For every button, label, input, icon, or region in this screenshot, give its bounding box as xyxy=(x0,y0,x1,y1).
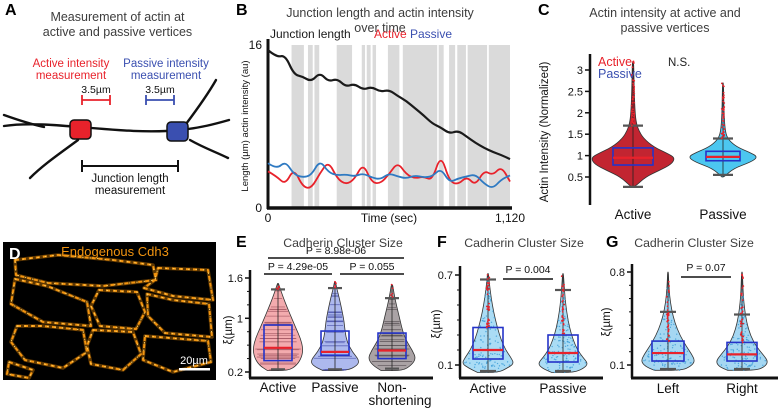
active-measure-line2: measurement xyxy=(35,70,107,83)
category-label: Non-shortening xyxy=(368,380,431,408)
svg-text:1: 1 xyxy=(237,313,243,325)
panel-c-title-line1: Actin intensity at active and xyxy=(589,6,741,20)
p-value-label: P = 4.29e-05 xyxy=(268,261,328,273)
legend-Passive: Passive xyxy=(410,27,452,41)
passive-scale-label: 3.5µm xyxy=(145,84,175,96)
y-axis-label: Actin Intensity (Normalized) xyxy=(539,62,551,203)
micrograph-image: D Endogenous Cdh3 20µm xyxy=(3,242,216,380)
cluster-size-violin-chart-e: 1.6 1 0.2 Active Passive Non-shortening P = 8.… xyxy=(223,245,433,408)
svg-text:0: 0 xyxy=(265,211,272,225)
series-Active xyxy=(267,159,511,189)
legend-Active: Active xyxy=(374,27,407,41)
panel-e-label: E xyxy=(236,234,247,251)
panel-d-label: D xyxy=(9,246,21,263)
svg-text:0: 0 xyxy=(255,201,262,215)
category-label: Passive xyxy=(311,380,358,395)
p-value-label: P = 0.055 xyxy=(349,261,394,273)
category-label: Right xyxy=(726,381,758,396)
panel-d-title: Endogenous Cdh3 xyxy=(61,244,169,259)
panel-f-title: Cadherin Cluster Size xyxy=(464,236,584,250)
junction-timeseries-chart: Junction length Active Passive 16 00 1,120 Tim… xyxy=(240,27,525,225)
active-vertex-marker xyxy=(69,119,92,140)
active-measurement-label: Active intensity measurement xyxy=(24,58,118,82)
svg-text:0.2: 0.2 xyxy=(228,367,243,379)
micrograph-background xyxy=(3,242,216,380)
panel-c-title: Actin intensity at active and passive ve… xyxy=(555,6,775,35)
category-label: Active xyxy=(470,381,507,396)
y-axis-label: Length (µm) actin intensity (au) xyxy=(240,60,251,191)
svg-text:1: 1 xyxy=(577,151,583,163)
svg-text:0.7: 0.7 xyxy=(438,270,453,282)
svg-text:0.1: 0.1 xyxy=(438,360,453,372)
ns-annotation: N.S. xyxy=(668,57,690,69)
p-value-label: P = 0.07 xyxy=(686,262,725,274)
category-label: Passive xyxy=(539,381,586,396)
p-value-label: P = 0.004 xyxy=(505,264,550,276)
panel-a-title: Measurement of actin at active and passi… xyxy=(15,10,220,39)
category-label: Active xyxy=(615,207,652,222)
panel-f-label: F xyxy=(437,234,447,251)
svg-text:1.5: 1.5 xyxy=(568,129,583,141)
y-axis-label: ξ(µm) xyxy=(223,315,235,344)
category-label: Passive xyxy=(699,207,746,222)
panel-a-title-line1: Measurement of actin at xyxy=(50,10,185,24)
passive-measure-line2: measurement xyxy=(130,70,202,83)
passive-measure-line1: Passive intensity xyxy=(123,58,209,70)
panel-a-title-line2: active and passive vertices xyxy=(42,24,193,39)
panel-c-label: C xyxy=(538,2,550,19)
active-measure-line1: Active intensity xyxy=(32,58,110,70)
x-axis-label: Time (sec) xyxy=(361,211,417,225)
panel-g-label: G xyxy=(606,234,619,251)
cluster-size-violin-chart-g: 0.8 0.1 Left Right P = 0.07 ξ(µm) xyxy=(601,262,778,396)
svg-text:0.1: 0.1 xyxy=(610,360,625,372)
series-Junction length xyxy=(267,49,511,161)
svg-text:1,120: 1,120 xyxy=(495,211,525,225)
p-value-label: P = 8.98e-06 xyxy=(306,245,366,257)
scale-bar-label: 20µm xyxy=(180,355,208,367)
svg-text:3: 3 xyxy=(577,65,583,77)
junction-length-label: Junction length measurement xyxy=(78,173,182,197)
panel-b-title: Junction length and actin intensity over… xyxy=(250,6,510,35)
junction-label-line2: measurement xyxy=(94,185,166,198)
svg-text:16: 16 xyxy=(249,38,263,52)
active-scale-bracket xyxy=(81,95,111,105)
panel-b-title-line2: over time xyxy=(354,20,406,35)
series-Passive xyxy=(267,162,511,188)
panel-g-title: Cadherin Cluster Size xyxy=(634,236,754,250)
category-label: Left xyxy=(657,381,680,396)
y-axis-label: ξ(µm) xyxy=(431,309,443,338)
y-axis-label: ξ(µm) xyxy=(601,307,613,336)
junction-schematic xyxy=(2,78,231,180)
svg-text:2: 2 xyxy=(577,108,583,120)
junction-label-line1: Junction length xyxy=(91,173,169,185)
passive-scale-bracket xyxy=(145,95,175,105)
cluster-size-violin-chart-f: 0.7 0.1 Active Passive P = 0.004 ξ(µm) xyxy=(431,264,603,396)
panel-a-label: A xyxy=(5,2,17,19)
junction-length-bracket xyxy=(81,160,179,172)
legend-Junction length: Junction length xyxy=(270,27,351,41)
cell-outlines xyxy=(5,253,215,380)
passive-vertex-marker xyxy=(166,121,189,142)
passive-measurement-label: Passive intensity measurement xyxy=(118,58,214,82)
active-scale-label: 3.5µm xyxy=(81,84,111,96)
svg-text:2.5: 2.5 xyxy=(568,86,583,98)
cell-junction-lines xyxy=(2,78,231,180)
panel-b-title-line1: Junction length and actin intensity xyxy=(286,6,474,20)
svg-text:1.6: 1.6 xyxy=(228,273,243,285)
scale-bar xyxy=(179,368,210,371)
category-label: Active xyxy=(260,380,297,395)
svg-text:0.8: 0.8 xyxy=(610,267,625,279)
panel-b-label: B xyxy=(236,2,248,19)
panel-c-title-line2: passive vertices xyxy=(620,20,710,35)
panel-e-title: Cadherin Cluster Size xyxy=(283,236,403,250)
legend-Passive: Passive xyxy=(598,67,642,81)
svg-text:0.5: 0.5 xyxy=(568,172,583,184)
legend-Active: Active xyxy=(598,55,632,69)
